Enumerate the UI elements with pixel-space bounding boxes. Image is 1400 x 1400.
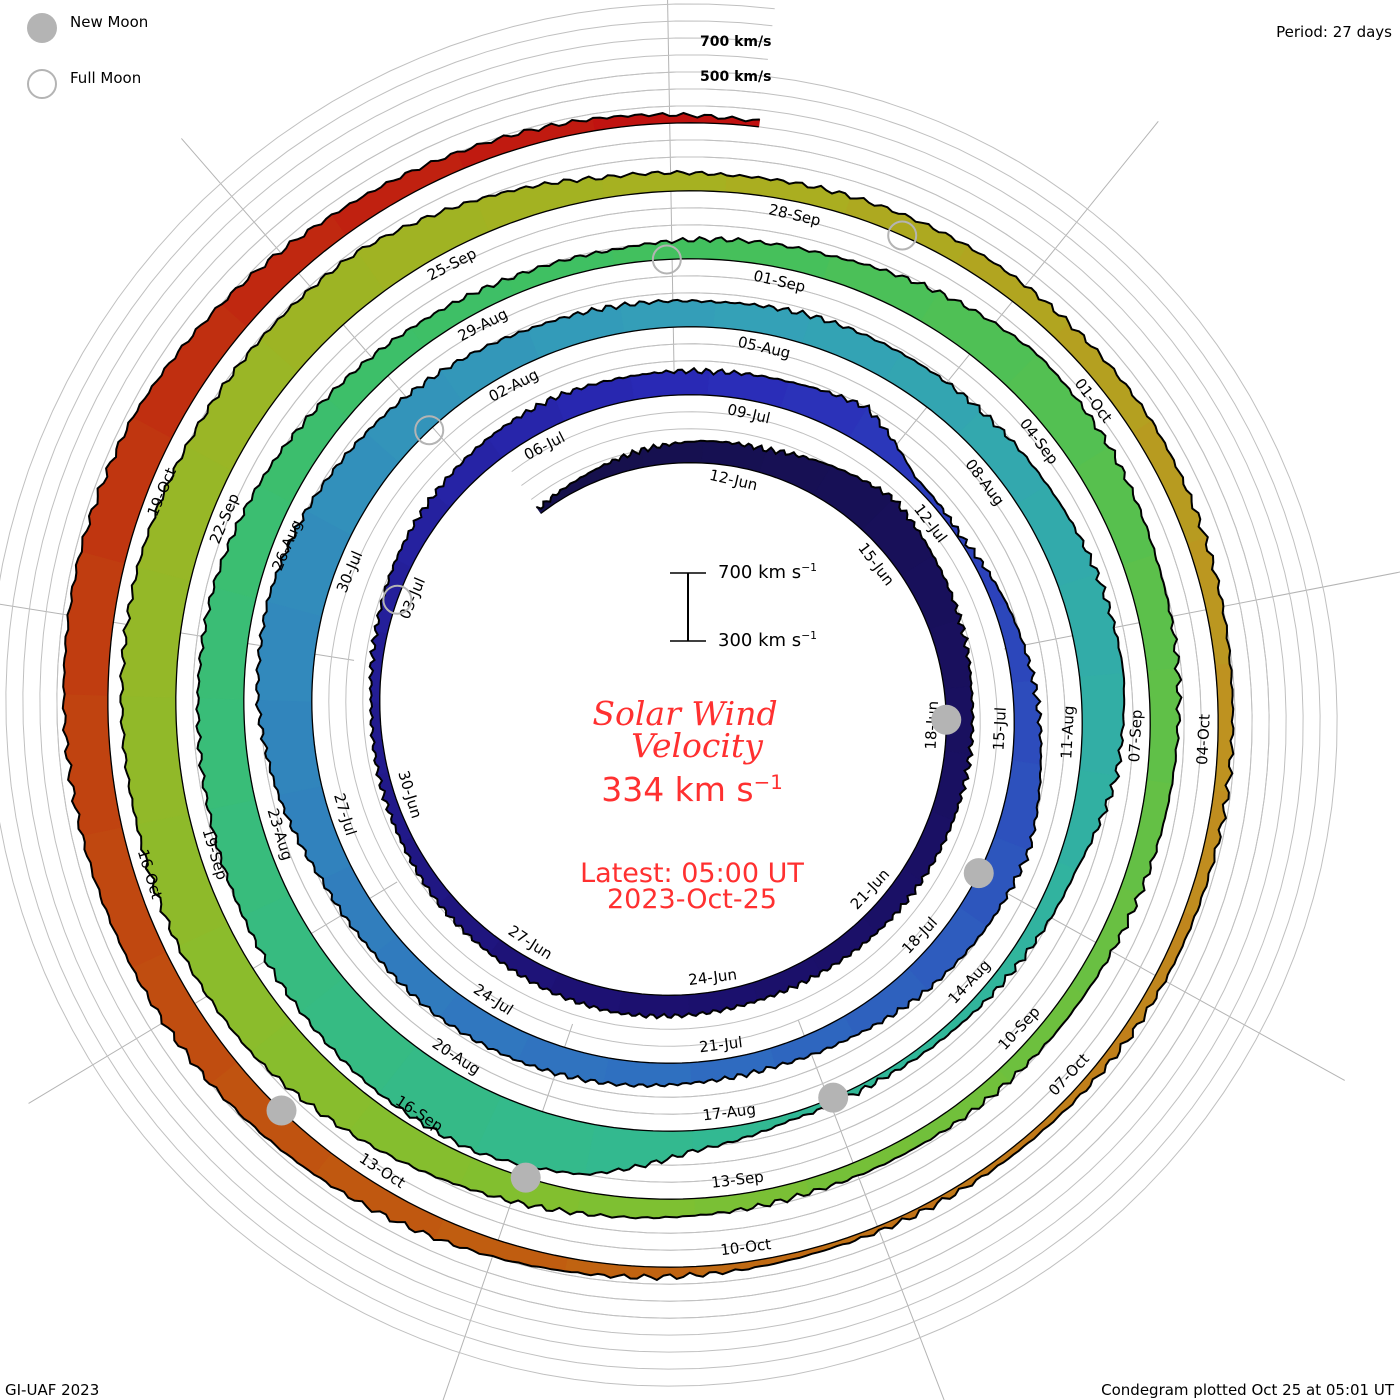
velocity-band-day: [1187, 536, 1231, 666]
latest-date: 2023-Oct-25: [607, 884, 777, 915]
date-label: 15-Jul: [990, 707, 1010, 751]
new-moon-icon: [931, 704, 962, 735]
velocity-band-day: [576, 1190, 696, 1219]
velocity-band-day: [958, 537, 1008, 609]
date-label: 09-Jul: [726, 400, 772, 427]
current-velocity-exponent: −1: [753, 771, 783, 794]
date-label: 21-Jul: [698, 1033, 743, 1056]
velocity-band-day: [823, 255, 941, 322]
velocity-band-day: [804, 1135, 916, 1196]
date-label: 04-Oct: [1193, 713, 1214, 765]
footer-plotted: Condegram plotted Oct 25 at 05:01 UT: [1101, 1381, 1394, 1399]
scale-top-label: 700 km s−1: [718, 561, 817, 583]
full-moon-legend-label: Full Moon: [70, 69, 142, 87]
velocity-band-day: [516, 1034, 609, 1085]
velocity-band-day: [396, 494, 451, 568]
footer-credit: GI-UAF 2023: [5, 1381, 100, 1399]
date-label: 11-Aug: [1057, 705, 1078, 759]
velocity-band-day: [62, 551, 126, 696]
velocity-band-day: [908, 1069, 1012, 1149]
title-line2: Velocity: [631, 726, 763, 765]
velocity-band-day: [843, 967, 929, 1037]
velocity-band-day: [844, 197, 969, 264]
velocity-band-day: [585, 447, 645, 485]
velocity-band-day: [707, 369, 790, 409]
radial-gridline: [442, 1023, 574, 1400]
velocity-bands: [62, 112, 1234, 1281]
date-label: 10-Oct: [719, 1235, 772, 1259]
velocity-band-day: [811, 917, 878, 973]
velocity-outline-path: [61, 111, 1235, 1282]
speed-label-700: 700 km/s: [700, 34, 772, 50]
velocity-band-day: [549, 972, 623, 1013]
new-moon-icon: [266, 1095, 297, 1126]
current-velocity-value: 334 km s: [601, 770, 754, 809]
full-moon-icon: [887, 220, 918, 251]
period-label: Period: 27 days: [1276, 23, 1392, 41]
spiral-baseline: [107, 122, 1219, 1268]
full-moon-legend-icon: [27, 69, 57, 99]
scale-top-value: 700 km s: [718, 562, 802, 583]
scale-bottom-exponent: −1: [801, 629, 818, 642]
date-label: 13-Sep: [710, 1168, 765, 1192]
velocity-band-day: [435, 437, 503, 508]
new-moon-icon: [963, 858, 994, 889]
date-label: 17-Aug: [702, 1100, 757, 1124]
scale-bottom-label: 300 km s−1: [718, 629, 817, 651]
scale-top-exponent: −1: [801, 561, 818, 574]
full-moon-icon: [651, 244, 682, 275]
velocity-band-day: [884, 352, 981, 435]
velocity-band-day: [555, 375, 635, 422]
latest-time: Latest: 05:00 UT: [580, 858, 804, 889]
velocity-band-day: [535, 474, 590, 514]
full-moon-icon: [382, 584, 413, 615]
scale-bottom-value: 300 km s: [718, 630, 802, 651]
title-line1: Solar Wind: [592, 694, 778, 733]
moon-markers: [266, 220, 994, 1193]
current-velocity: 334 km s−1: [0, 770, 1384, 809]
new-moon-legend-icon: [27, 13, 57, 43]
date-label: 07-Sep: [1125, 709, 1146, 763]
velocity-band-day: [584, 1124, 694, 1176]
baseline-path: [107, 122, 1219, 1268]
velocity-band-day: [119, 566, 191, 698]
velocity-band-day: [1074, 447, 1156, 566]
full-moon-icon: [414, 415, 445, 446]
scale-bar: [670, 572, 706, 642]
new-moon-icon: [818, 1082, 849, 1113]
new-moon-icon: [510, 1162, 541, 1193]
speed-label-500: 500 km/s: [700, 69, 772, 85]
new-moon-legend-label: New Moon: [70, 13, 149, 31]
velocity-band-day: [1125, 911, 1195, 1030]
velocity-outline: [61, 111, 1235, 1282]
date-label: 24-Jun: [687, 965, 738, 989]
